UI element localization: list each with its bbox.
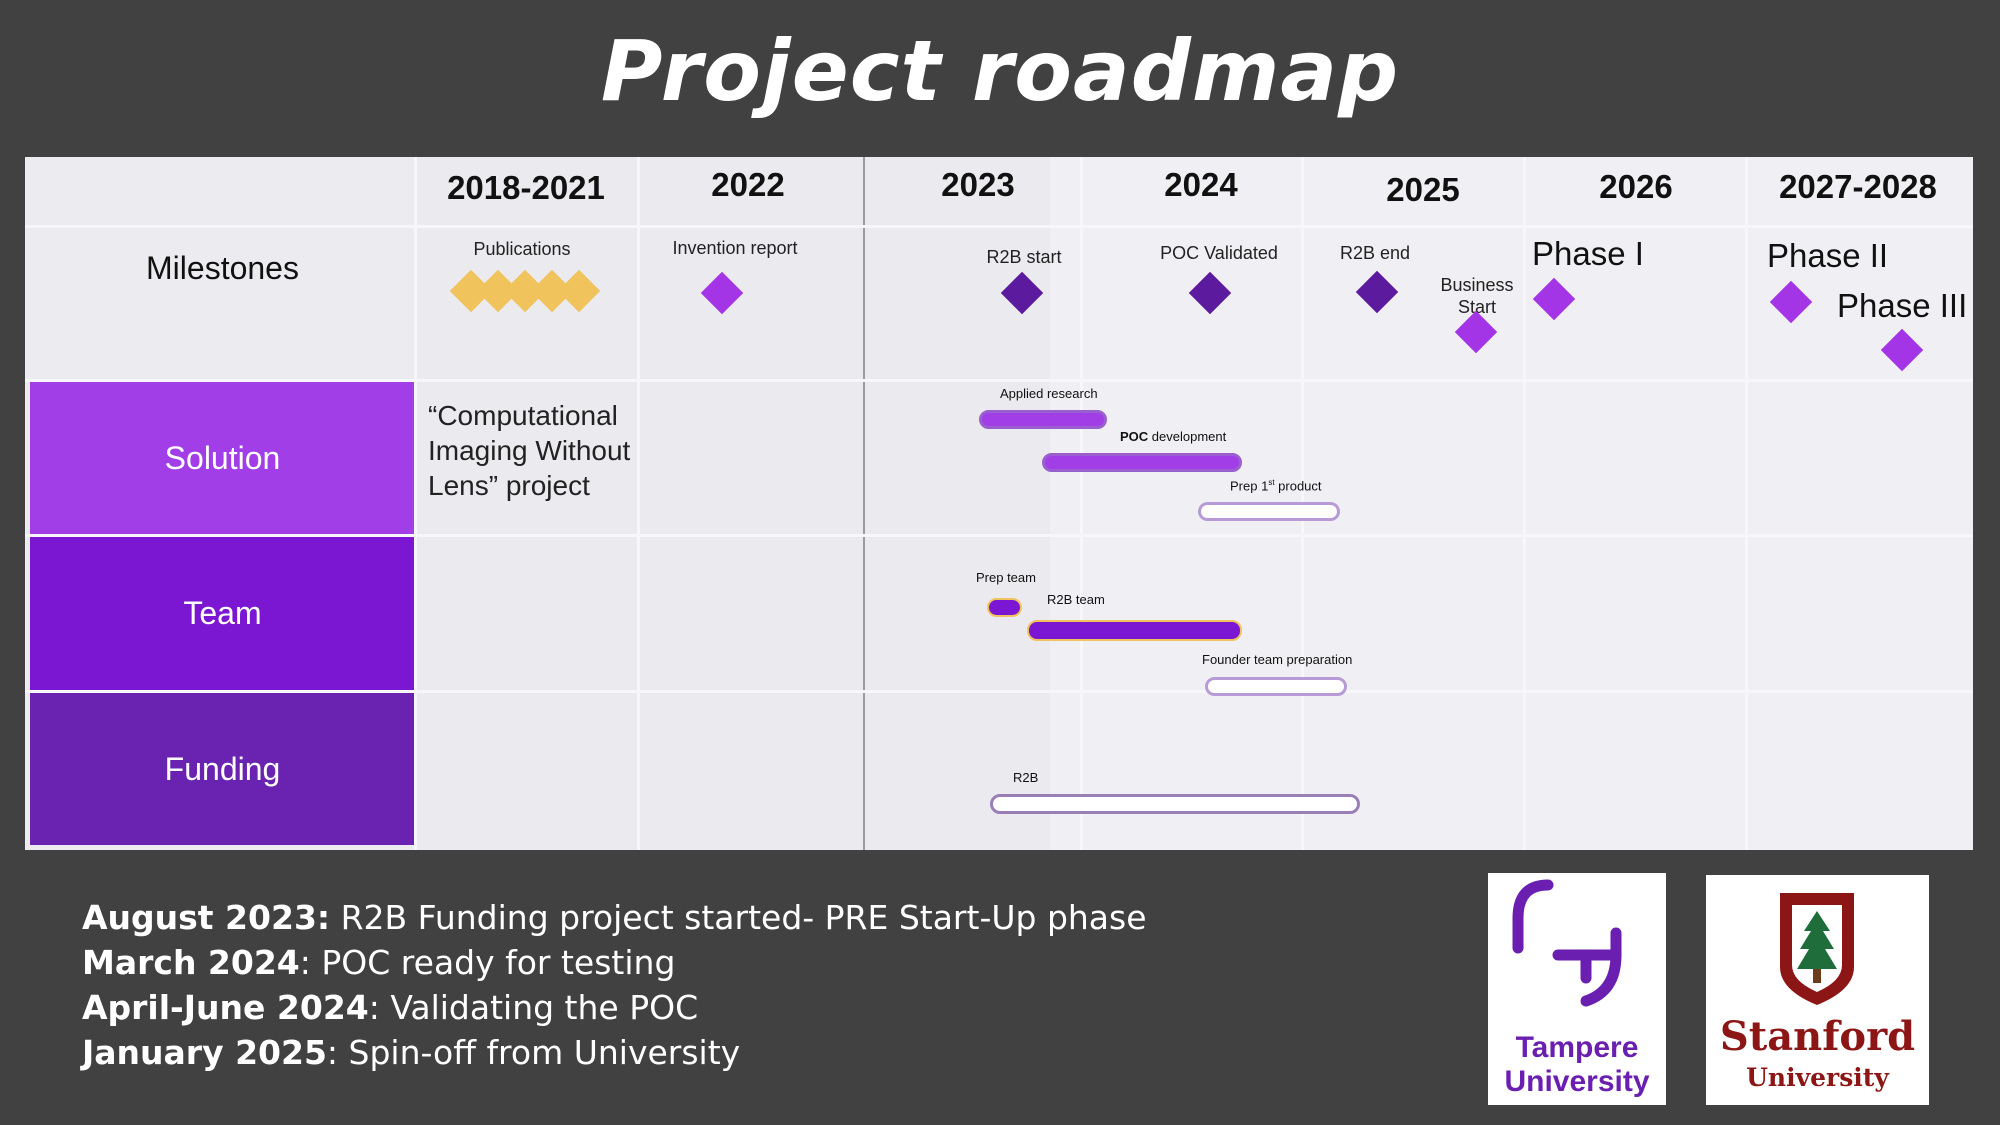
row-label-team: Team — [30, 537, 415, 690]
key-date-item: January 2025: Spin-off from University — [82, 1033, 741, 1072]
bar-label-poc-development: POC development — [1120, 429, 1227, 444]
grid-line — [1745, 157, 1748, 850]
grid-line — [25, 379, 1973, 382]
r2b-team-bar — [1027, 620, 1242, 641]
stanford-university-logo: Stanford University — [1706, 875, 1929, 1105]
page-title: Project roadmap — [600, 22, 1400, 120]
bar-label-founder-team-preparation: Founder team preparation — [1202, 652, 1353, 667]
r2b-funding-bar — [990, 794, 1360, 814]
milestone-label-business-start: Business Start — [1440, 275, 1514, 317]
key-date-item: March 2024: POC ready for testing — [82, 943, 676, 982]
bar-label-r2b-team: R2B team — [1047, 592, 1105, 607]
grid-line — [1523, 157, 1526, 850]
grid-line — [1080, 157, 1083, 850]
milestone-label-r2b-end: R2B end — [1339, 243, 1411, 263]
stanford-logo-text: Stanford — [1719, 1013, 1916, 1060]
grid-line — [25, 534, 1973, 537]
invention-report-diamond — [700, 271, 744, 315]
year-header: 2025 — [1386, 171, 1460, 208]
bar-label-prep-team: Prep team — [976, 570, 1036, 585]
tampere-university-logo: Tampere University — [1488, 873, 1666, 1105]
milestone-label-phase1: Phase I — [1532, 235, 1644, 272]
publication-diamond — [557, 269, 601, 313]
milestone-label-phase3: Phase III — [1837, 287, 1968, 324]
applied-research-bar — [979, 410, 1107, 429]
year-header: 2027-2028 — [1779, 168, 1937, 205]
row-label-funding: Funding — [30, 693, 415, 845]
row-label-solution: Solution — [30, 382, 415, 534]
key-date-item: April-June 2024: Validating the POC — [82, 988, 699, 1027]
grid-line — [25, 690, 1973, 693]
grid-line — [863, 157, 865, 850]
project-note: “Computational Imaging Without Lens” pro… — [428, 400, 631, 501]
bar-label-r2b: R2B — [1013, 770, 1039, 785]
milestone-label-phase2: Phase II — [1767, 237, 1889, 274]
bar-label-prep-first-product: Prep 1st product — [1230, 478, 1322, 494]
stanford-tree-icon — [1780, 893, 1854, 1005]
row-label-milestones: Milestones — [146, 250, 299, 286]
grid-line — [414, 157, 417, 850]
year-header: 2024 — [1164, 166, 1238, 203]
year-header: 2018-2021 — [447, 169, 605, 206]
stanford-logo-text: University — [1746, 1063, 1889, 1092]
r2b-start-diamond — [1000, 271, 1044, 315]
roadmap-grid: Milestones Solution Team Funding 2018-20… — [25, 157, 1973, 850]
prep-first-product-bar — [1198, 502, 1340, 521]
year-header: 2026 — [1599, 168, 1673, 205]
key-date-item: August 2023: R2B Funding project started… — [82, 898, 1147, 937]
key-dates: August 2023: R2B Funding project started… — [82, 895, 1147, 1075]
milestone-label-invention-report: Invention report — [672, 238, 798, 258]
milestone-label-poc-validated: POC Validated — [1160, 243, 1278, 263]
prep-team-bar — [987, 598, 1022, 617]
tampere-logo-text: Tampere — [1515, 1031, 1639, 1064]
poc-development-bar — [1042, 453, 1242, 472]
year-header: 2023 — [941, 166, 1015, 203]
grid-line — [25, 225, 1973, 228]
milestone-label-r2b-start: R2B start — [986, 247, 1062, 267]
tampere-logo-icon — [1512, 879, 1622, 1007]
bar-label-applied-research: Applied research — [1000, 386, 1098, 401]
year-header: 2022 — [711, 166, 785, 203]
grid-line — [637, 157, 640, 850]
tampere-logo-text: University — [1504, 1065, 1650, 1098]
founder-team-preparation-bar — [1205, 677, 1347, 696]
milestone-label-publications: Publications — [473, 239, 571, 259]
